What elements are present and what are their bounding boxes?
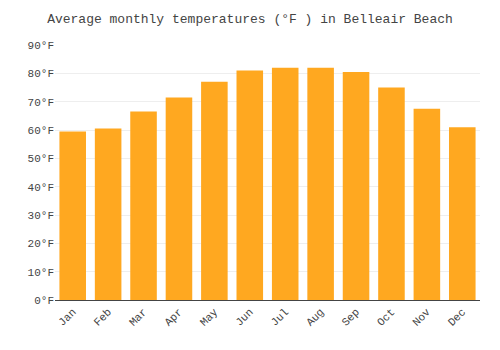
svg-text:Apr: Apr xyxy=(162,306,184,328)
svg-text:Oct: Oct xyxy=(375,306,397,328)
svg-text:Aug: Aug xyxy=(304,306,326,328)
svg-text:90°F: 90°F xyxy=(28,40,54,52)
svg-text:Feb: Feb xyxy=(92,306,114,328)
svg-text:80°F: 80°F xyxy=(28,68,54,80)
svg-text:Sep: Sep xyxy=(340,306,362,328)
svg-text:0°F: 0°F xyxy=(34,295,54,307)
svg-text:30°F: 30°F xyxy=(28,210,54,222)
svg-text:40°F: 40°F xyxy=(28,182,54,194)
svg-text:50°F: 50°F xyxy=(28,153,54,165)
svg-text:Jun: Jun xyxy=(233,306,255,328)
svg-text:Average monthly temperatures (: Average monthly temperatures (°F ) in Be… xyxy=(47,12,453,27)
svg-text:May: May xyxy=(198,306,221,329)
svg-text:70°F: 70°F xyxy=(28,97,54,109)
svg-text:10°F: 10°F xyxy=(28,267,54,279)
svg-text:60°F: 60°F xyxy=(28,125,54,137)
svg-text:Jan: Jan xyxy=(56,306,78,328)
svg-text:Dec: Dec xyxy=(446,306,468,328)
svg-text:Jul: Jul xyxy=(269,306,291,328)
svg-text:Nov: Nov xyxy=(410,306,433,329)
svg-text:Mar: Mar xyxy=(127,306,149,328)
svg-text:20°F: 20°F xyxy=(28,238,54,250)
